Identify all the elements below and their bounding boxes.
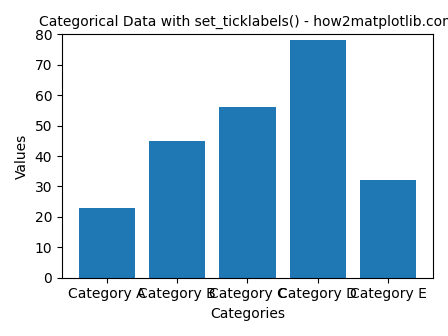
X-axis label: Categories: Categories <box>210 307 285 321</box>
Title: Categorical Data with set_ticklabels() - how2matplotlib.com: Categorical Data with set_ticklabels() -… <box>39 15 448 29</box>
Bar <box>149 141 205 278</box>
Bar <box>289 40 346 278</box>
Bar <box>360 180 416 278</box>
Bar <box>79 208 135 278</box>
Bar <box>220 107 276 278</box>
Y-axis label: Values: Values <box>15 133 29 179</box>
